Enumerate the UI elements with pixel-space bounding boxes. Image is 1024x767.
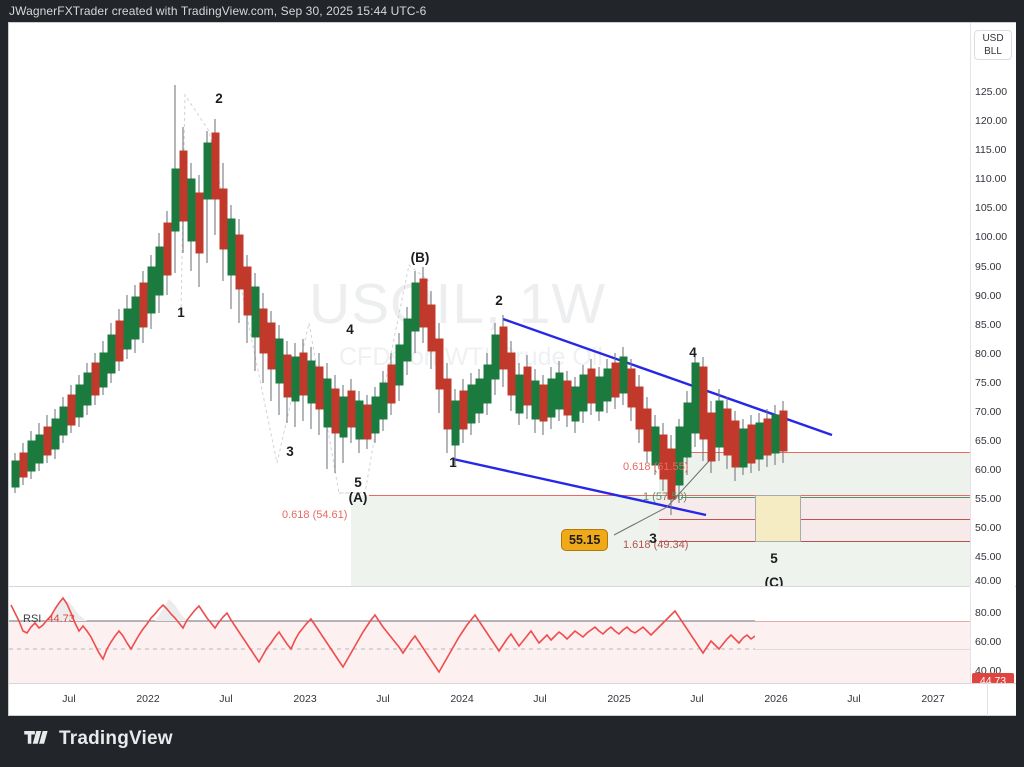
tradingview-mark-icon [24,730,48,744]
price-tick: 65.00 [975,435,1002,447]
price-tick: 60.00 [975,464,1002,476]
time-tick: 2024 [450,693,474,705]
rsi-legend-name: RSI [23,613,42,625]
price-tag[interactable]: 55.15 [561,529,609,551]
rsi-tick: 60.00 [975,636,1002,648]
exchange-code: BLL [984,46,1002,57]
wave-label-2b: 2 [495,293,503,308]
fib-label-0618-a: 0.618 (54.61) [282,509,348,521]
price-tick: 85.00 [975,319,1002,331]
price-tick: 95.00 [975,261,1002,273]
chart-frame: USOIL, 1W CFDs on WTI Crude Oil [8,22,1016,716]
price-tick: 55.00 [975,493,1002,505]
tradingview-logo[interactable]: TradingView [24,728,173,750]
time-tick: 2026 [764,693,788,705]
time-tick: 2025 [607,693,631,705]
wave-label-B: (B) [410,250,430,265]
rsi-level-40-right [755,649,970,650]
time-tick: Jul [533,693,547,705]
price-tick: 120.00 [975,115,1008,127]
fib-label-0618-b: 0.618 (61.55) [623,461,689,473]
pane-divider[interactable] [9,586,970,587]
currency-selector[interactable]: USD BLL [974,30,1012,60]
time-tick: Jul [62,693,76,705]
time-tick: Jul [376,693,390,705]
price-tick: 90.00 [975,290,1002,302]
rsi-pane[interactable] [9,587,970,683]
price-tick: 125.00 [975,86,1008,98]
price-tick: 45.00 [975,551,1002,563]
rsi-line [10,596,756,674]
rsi-tick: 80.00 [975,607,1002,619]
rsi-overbought-fill-2 [155,599,187,621]
wave-label-3b: 3 [649,531,657,546]
elliott-guide-dashed-1 [180,93,365,494]
wave-label-2a: 2 [215,91,223,106]
wave-label-3a: 3 [286,444,294,459]
price-axis[interactable]: 125.00 120.00 115.00 110.00 105.00 100.0… [970,23,1016,587]
fib-label-1: 1 (57.50) [643,491,688,503]
price-tick: 75.00 [975,377,1002,389]
price-tick: 40.00 [975,575,1002,587]
wave-label-C: (C) [764,575,784,586]
price-tick: 70.00 [975,406,1002,418]
wave-label-1a: 1 [177,305,185,320]
wave-label-4b: 4 [689,345,697,360]
price-tick: 115.00 [975,144,1007,156]
price-tick: 50.00 [975,522,1002,534]
tradingview-wordmark: TradingView [59,728,173,749]
time-tick: Jul [847,693,861,705]
wave-label-1b: 1 [449,455,457,470]
fib-line-0618-b [669,452,970,453]
rsi-legend[interactable]: RSI 44.73 [23,613,75,625]
time-axis-separator [987,684,988,716]
price-tag-leader [613,506,668,536]
rsi-level-60-right [755,621,970,622]
wave-label-5a: 5 [354,475,362,490]
price-pane[interactable]: USOIL, 1W CFDs on WTI Crude Oil [9,23,970,586]
target-zone-box [755,495,801,542]
currency-code: USD [982,33,1004,44]
wave-label-A: (A) [348,490,368,505]
time-tick: 2022 [136,693,160,705]
footer-bar: TradingView [0,716,1024,767]
price-tick: 105.00 [975,202,1008,214]
rsi-band-fill-right [755,621,970,683]
time-tick: Jul [219,693,233,705]
fib-label-1618: 1.618 (49.34) [623,539,689,551]
rsi-legend-value: 44.73 [47,613,75,625]
chart-credit-header: JWagnerFXTrader created with TradingView… [9,4,427,18]
price-chart-svg [11,85,833,536]
fib-line-mid-red [659,519,970,520]
price-tick: 100.00 [975,231,1008,243]
rsi-overbought-fill-1 [47,598,87,621]
fib-line-1 [681,497,970,498]
rsi-axis[interactable]: 80.00 60.00 40.00 [970,587,1016,683]
price-tick: 110.00 [975,173,1007,185]
candlestick-series [11,85,788,515]
price-tick: 80.00 [975,348,1002,360]
time-tick: 2023 [293,693,317,705]
time-axis[interactable]: Jul 2022 Jul 2023 Jul 2024 Jul 2025 Jul … [9,683,1016,716]
time-tick: 2027 [921,693,945,705]
time-tick: Jul [690,693,704,705]
trendline-lower [452,457,707,517]
fib-line-1618 [659,541,970,542]
wave-label-4a: 4 [346,322,354,337]
wave-label-5b: 5 [770,551,778,566]
